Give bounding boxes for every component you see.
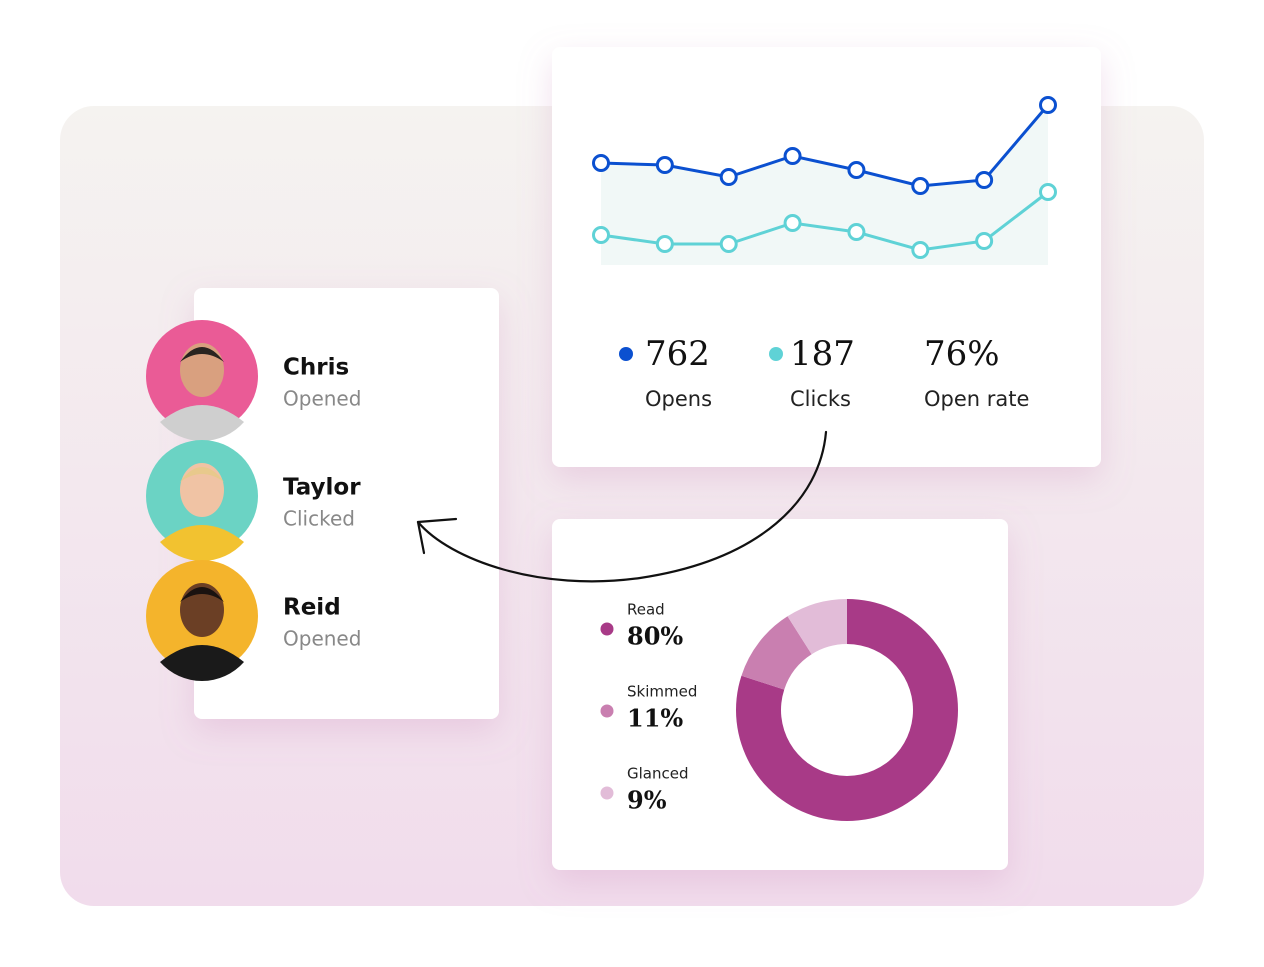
point: [655, 156, 674, 174]
point: [911, 241, 930, 259]
legend-dot: [600, 704, 614, 718]
point: [847, 223, 866, 241]
legend-label: Read: [627, 601, 665, 619]
contact-name: Taylor: [283, 475, 361, 501]
contact-status: Opened: [283, 387, 361, 411]
stat-label: Opens: [645, 387, 712, 411]
point: [592, 154, 610, 172]
point: [847, 161, 866, 179]
arrow-head: [416, 517, 458, 555]
donut-slice: [741, 616, 812, 690]
legend-value: 80%: [627, 622, 683, 651]
stat-value: 76%: [924, 334, 1000, 374]
series-line: [600, 190, 1049, 252]
avatar-body: [160, 645, 244, 681]
legend-label: Skimmed: [627, 683, 697, 701]
avatar: [146, 320, 258, 441]
avatar-body: [160, 405, 244, 441]
contact-name: Reid: [283, 595, 341, 621]
point: [719, 235, 738, 253]
stat-value: 762: [645, 334, 710, 374]
point: [783, 147, 802, 165]
avatar: [146, 560, 258, 681]
avatar-hair: [180, 347, 224, 362]
point: [975, 171, 994, 189]
contact-name: Chris: [283, 355, 349, 381]
point: [592, 226, 610, 244]
stat-label: Open rate: [924, 387, 1029, 411]
contact-status: Opened: [283, 627, 361, 651]
avatar-hair: [180, 467, 224, 482]
donut-slice: [735, 599, 959, 821]
legend-label: Glanced: [627, 765, 689, 783]
contacts-card: [194, 288, 499, 719]
legend-value: 11%: [627, 704, 683, 733]
legend-dot: [600, 786, 614, 800]
point: [1039, 96, 1057, 114]
stat-label: Clicks: [790, 387, 851, 411]
content: Read 80% Skimmed 11% Glanced 9% 762 Opens 187 Cli…: [146, 96, 1057, 821]
arrow-curve: [416, 430, 828, 583]
avatar-face: [180, 583, 224, 637]
point: [655, 235, 674, 253]
contact-status: Clicked: [283, 507, 355, 531]
avatar-face: [180, 343, 224, 397]
point: [783, 214, 802, 232]
avatar-body: [160, 525, 244, 561]
stat-value: 187: [790, 334, 855, 374]
curved-arrow: [416, 430, 828, 583]
area: [601, 105, 1048, 265]
point: [719, 168, 738, 186]
avatar: [146, 440, 258, 561]
stat-dot: [769, 347, 783, 361]
legend-dot: [600, 622, 614, 636]
stat-dot: [619, 347, 633, 361]
avatar-hair: [180, 587, 224, 602]
legend-value: 9%: [627, 786, 667, 815]
avatar-face: [180, 463, 224, 517]
point: [1039, 183, 1057, 201]
series-line: [600, 104, 1050, 188]
point: [911, 177, 930, 195]
point: [975, 232, 994, 250]
donut-slice: [787, 599, 847, 655]
